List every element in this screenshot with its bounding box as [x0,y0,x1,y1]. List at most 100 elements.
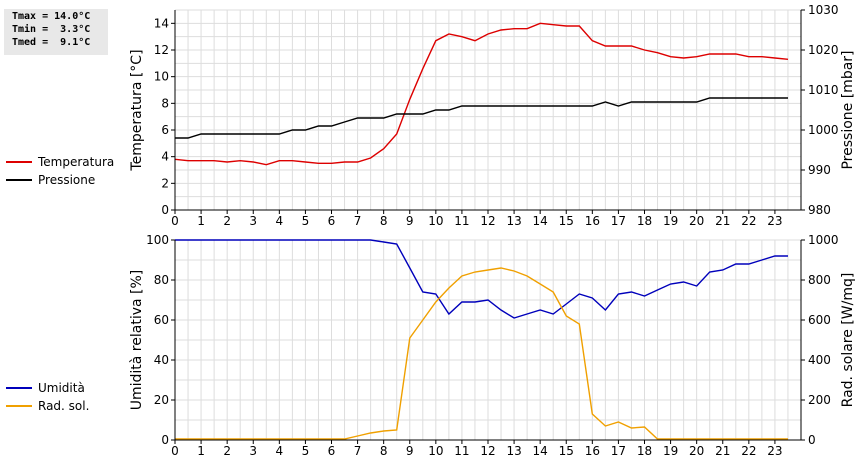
x-tick-label: 15 [559,214,574,228]
x-tick-label: 18 [637,444,652,458]
x-tick-label: 6 [328,444,336,458]
x-tick-label: 7 [354,444,362,458]
x-tick-label: 22 [741,444,756,458]
y-right-tick-label: 1020 [808,43,839,57]
y-left-tick-label: 100 [146,233,169,247]
x-tick-label: 5 [302,444,310,458]
y-left-tick-label: 20 [154,393,169,407]
x-tick-label: 4 [276,214,284,228]
x-tick-label: 1 [197,444,205,458]
x-tick-label: 3 [249,214,257,228]
x-tick-label: 10 [428,214,443,228]
legend-label-umidita: Umidità [38,381,85,395]
x-tick-label: 10 [428,444,443,458]
legend-item-umidita: Umidità [6,379,89,397]
x-tick-label: 1 [197,214,205,228]
y-left-tick-label: 10 [154,70,169,84]
x-tick-label: 12 [480,214,495,228]
x-tick-label: 19 [663,214,678,228]
y-left-tick-label: 8 [161,96,169,110]
y-right-tick-label: 980 [808,203,831,217]
x-tick-label: 12 [480,444,495,458]
x-tick-label: 20 [689,444,704,458]
x-tick-label: 2 [223,444,231,458]
x-tick-label: 13 [506,444,521,458]
series-line-umidit [175,239,788,319]
x-tick-label: 2 [223,214,231,228]
y-right-tick-label: 800 [808,273,831,287]
y-right-tick-label: 990 [808,163,831,177]
stats-box: Tmax = 14.0°C Tmin = 3.3°C Tmed = 9.1°C [4,9,108,55]
legend-item-temperatura: Temperatura [6,153,114,171]
y-left-tick-label: 2 [161,176,169,190]
legend-label-radsol: Rad. sol. [38,399,90,413]
stat-tmed: Tmed = 9.1°C [12,37,91,48]
x-tick-label: 5 [302,214,310,228]
y-left-tick-label: 0 [161,433,169,447]
y-left-tick-label: 4 [161,150,169,164]
x-tick-label: 4 [276,444,284,458]
y-right-tick-label: 1010 [808,83,839,97]
stat-tmax: Tmax = 14.0°C [12,11,91,22]
x-tick-label: 16 [585,444,600,458]
x-tick-label: 13 [506,214,521,228]
x-tick-label: 23 [767,214,782,228]
x-tick-label: 23 [767,444,782,458]
legend-swatch-pressione [6,179,32,181]
legend-swatch-umidita [6,387,32,389]
series-line-rad-sol [175,267,788,440]
legend-item-pressione: Pressione [6,171,114,189]
y-right-tick-label: 1000 [808,233,839,247]
x-tick-label: 0 [171,444,179,458]
y-right-tick-label: 400 [808,353,831,367]
legend-top: Temperatura Pressione [6,153,114,189]
x-tick-label: 14 [533,444,548,458]
x-tick-label: 16 [585,214,600,228]
y-left-tick-label: 6 [161,123,169,137]
y-right-axis-title: Pressione [mbar] [840,50,856,169]
x-tick-label: 14 [533,214,548,228]
y-left-tick-label: 40 [154,353,169,367]
x-tick-label: 11 [454,444,469,458]
legend-label-temperatura: Temperatura [38,155,115,169]
x-tick-label: 8 [380,444,388,458]
y-left-tick-label: 80 [154,273,169,287]
legend-label-pressione: Pressione [38,173,96,187]
y-left-axis-title: Umidità relativa [%] [129,270,145,411]
y-left-tick-label: 0 [161,203,169,217]
x-tick-label: 9 [406,214,414,228]
x-tick-label: 15 [559,444,574,458]
y-left-tick-label: 14 [154,16,169,30]
y-left-axis-title: Temperatura [°C] [129,49,145,171]
x-tick-label: 8 [380,214,388,228]
x-tick-label: 0 [171,214,179,228]
y-right-tick-label: 200 [808,393,831,407]
y-left-tick-label: 12 [154,43,169,57]
x-tick-label: 9 [406,444,414,458]
x-tick-label: 22 [741,214,756,228]
x-tick-label: 20 [689,214,704,228]
x-tick-label: 18 [637,214,652,228]
y-right-tick-label: 1030 [808,3,839,17]
y-right-tick-label: 600 [808,313,831,327]
y-right-tick-label: 0 [808,433,816,447]
x-tick-label: 17 [611,444,626,458]
x-tick-label: 6 [328,214,336,228]
y-left-tick-label: 60 [154,313,169,327]
x-tick-label: 21 [715,444,730,458]
x-tick-label: 19 [663,444,678,458]
stat-tmin: Tmin = 3.3°C [12,24,91,35]
legend-bottom: Umidità Rad. sol. [6,379,89,415]
y-right-axis-title: Rad. solare [W/mq] [840,273,856,408]
x-tick-label: 7 [354,214,362,228]
series-line-temperatura [174,22,789,166]
legend-swatch-temperatura [6,161,32,163]
x-tick-label: 11 [454,214,469,228]
x-tick-label: 3 [249,444,257,458]
x-tick-label: 17 [611,214,626,228]
y-right-tick-label: 1000 [808,123,839,137]
series-line-pressione [175,97,788,139]
x-tick-label: 21 [715,214,730,228]
legend-swatch-radsol [6,405,32,407]
